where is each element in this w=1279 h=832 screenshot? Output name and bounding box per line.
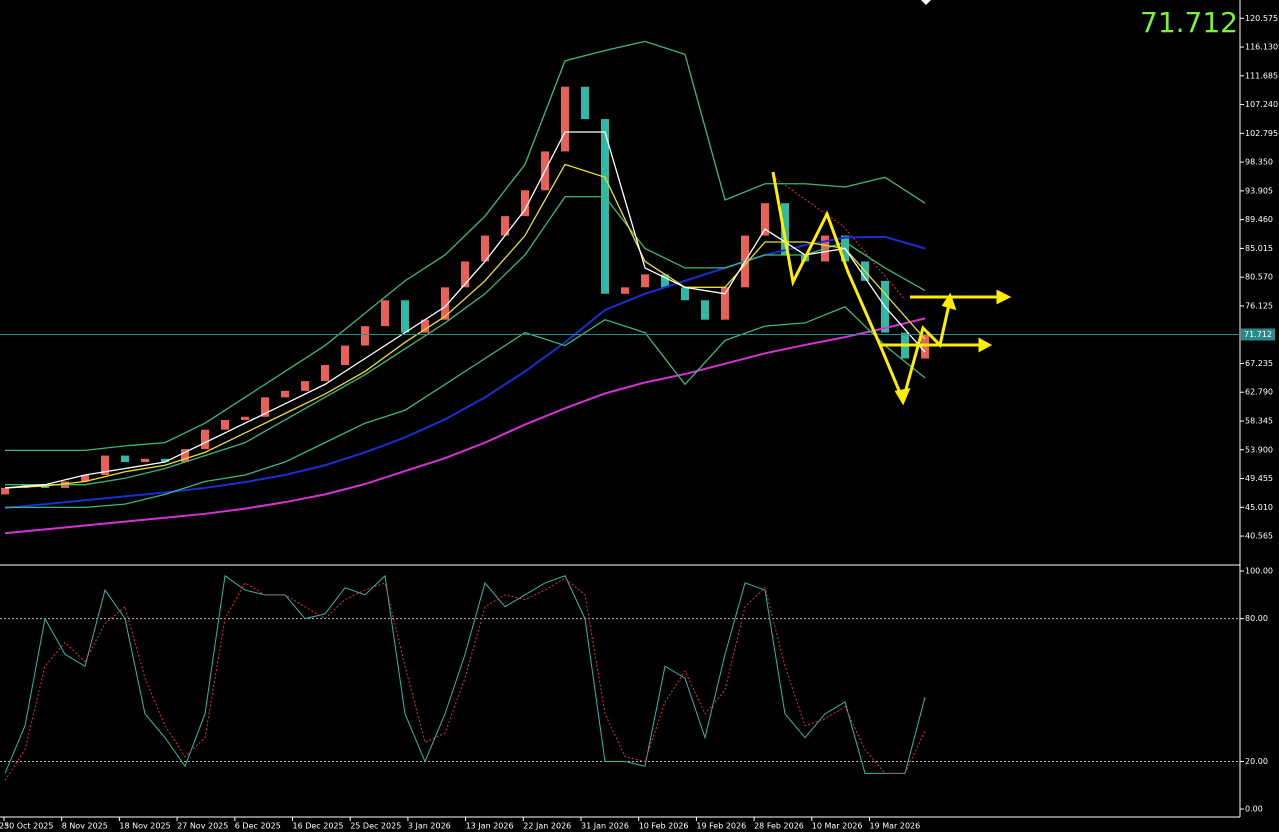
candle-body bbox=[241, 416, 249, 420]
candle-body bbox=[561, 86, 569, 152]
drawing-arrows bbox=[771, 171, 1012, 406]
current-price-big: 71.712 bbox=[1140, 6, 1238, 39]
indicator-line bbox=[5, 40, 926, 452]
x-tick-label: 31 Jan 2026 bbox=[581, 822, 629, 831]
candle-body bbox=[81, 474, 89, 482]
x-tick-label: 22 Jan 2026 bbox=[523, 822, 571, 831]
indicator-line bbox=[4, 235, 926, 509]
y-tick-label: 58.345 bbox=[1245, 416, 1273, 425]
x-tick-label: 13 Jan 2026 bbox=[466, 822, 514, 831]
y-tick-label: 116.130 bbox=[1245, 43, 1278, 52]
x-tick-label: 3 Jan 2026 bbox=[408, 822, 451, 831]
candle-body bbox=[761, 203, 769, 236]
candle-body bbox=[481, 235, 489, 262]
candle-body bbox=[281, 390, 289, 398]
candle-body bbox=[221, 419, 229, 430]
x-tick-label: 16 Dec 2025 bbox=[293, 822, 344, 831]
y-tick-label: 49.455 bbox=[1245, 474, 1273, 483]
candle-body bbox=[641, 274, 649, 288]
candle-body bbox=[161, 458, 169, 463]
y-tick-label: 20.00 bbox=[1245, 757, 1268, 766]
candle-body bbox=[501, 216, 509, 236]
oscillator-line bbox=[4, 577, 926, 781]
indicator-line bbox=[5, 196, 926, 486]
candle-body bbox=[621, 287, 629, 294]
y-tick-label: 85.015 bbox=[1245, 244, 1273, 253]
candle-body bbox=[301, 381, 309, 391]
oscillator-line bbox=[4, 574, 926, 774]
x-tick-label: 30 Oct 2025 bbox=[4, 822, 53, 831]
candle-body bbox=[581, 86, 589, 120]
candle-body bbox=[181, 449, 189, 463]
indicator-line bbox=[4, 163, 926, 489]
candle-body bbox=[321, 364, 329, 382]
y-tick-label: 102.795 bbox=[1245, 129, 1278, 138]
candle-body bbox=[721, 287, 729, 320]
x-tick-label: 8 Nov 2025 bbox=[62, 822, 108, 831]
candle-body bbox=[401, 300, 409, 333]
trend-line bbox=[771, 175, 844, 227]
price-box-label: 71.712 bbox=[1244, 330, 1272, 339]
y-tick-label: 89.460 bbox=[1245, 215, 1273, 224]
x-tick-label: 18 Nov 2025 bbox=[119, 822, 170, 831]
candle-body bbox=[661, 274, 669, 288]
x-tick-label: 25 Dec 2025 bbox=[350, 822, 401, 831]
y-tick-label: 120.575 bbox=[1245, 14, 1278, 23]
candle-body bbox=[781, 203, 789, 255]
candle-body bbox=[1, 487, 9, 495]
x-tick-label: 19 Mar 2026 bbox=[870, 822, 921, 831]
y-tick-label: 76.125 bbox=[1245, 301, 1273, 310]
y-tick-label: 40.565 bbox=[1245, 532, 1273, 541]
y-tick-label: 98.350 bbox=[1245, 158, 1273, 167]
indicator-line bbox=[4, 131, 926, 489]
candle-body bbox=[701, 300, 709, 320]
y-tick-label: 93.905 bbox=[1245, 186, 1273, 195]
y-tick-label: 111.685 bbox=[1245, 71, 1278, 80]
y-tick-label: 53.900 bbox=[1245, 445, 1273, 454]
x-tick-label: 6 Dec 2025 bbox=[235, 822, 281, 831]
y-tick-label: 62.790 bbox=[1245, 388, 1273, 397]
candle-body bbox=[141, 458, 149, 463]
candle-body bbox=[121, 455, 129, 463]
candle-body bbox=[201, 429, 209, 450]
y-tick-label: 80.00 bbox=[1245, 614, 1268, 623]
candle-body bbox=[101, 455, 109, 475]
y-tick-label: 45.010 bbox=[1245, 503, 1273, 512]
x-tick-label: 25 bbox=[0, 822, 9, 831]
y-tick-label: 67.235 bbox=[1245, 359, 1273, 368]
candle-body bbox=[341, 345, 349, 365]
indicator-line bbox=[5, 305, 926, 508]
candle-body bbox=[261, 397, 269, 417]
candle-body bbox=[441, 287, 449, 320]
candle-body bbox=[521, 190, 529, 217]
candle-body bbox=[461, 261, 469, 288]
shift-marker bbox=[921, 0, 931, 5]
x-tick-label: 10 Mar 2026 bbox=[812, 822, 863, 831]
candle-body bbox=[381, 300, 389, 327]
y-tick-label: 100.00 bbox=[1245, 567, 1273, 576]
candle-body bbox=[421, 319, 429, 333]
indicator-line bbox=[4, 317, 926, 535]
x-tick-label: 10 Feb 2026 bbox=[639, 822, 689, 831]
candle-body bbox=[681, 287, 689, 301]
y-tick-label: 107.240 bbox=[1245, 100, 1278, 109]
candle-body bbox=[361, 326, 369, 346]
x-tick-label: 28 Feb 2026 bbox=[754, 822, 804, 831]
price-box bbox=[1241, 328, 1275, 341]
x-tick-label: 19 Feb 2026 bbox=[696, 822, 746, 831]
candle-body bbox=[601, 119, 609, 294]
x-tick-label: 27 Nov 2025 bbox=[177, 822, 228, 831]
y-tick-label: 80.570 bbox=[1245, 273, 1273, 282]
y-tick-label: 0.00 bbox=[1245, 805, 1263, 814]
